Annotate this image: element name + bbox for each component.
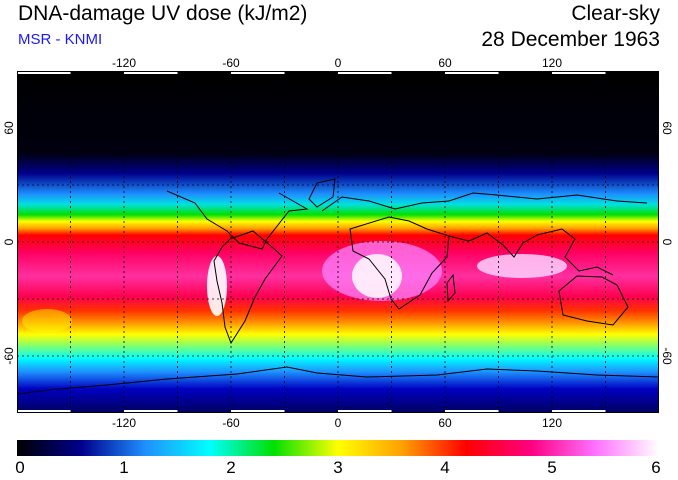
colorbar-tick-label: 4: [440, 458, 450, 477]
longitude-tick-bottom: 60: [438, 416, 452, 430]
latitude-tick-right: 0: [660, 238, 674, 246]
longitude-tick-top: 60: [438, 56, 452, 70]
europe-asia-coast: [321, 192, 648, 212]
longitude-tick-bottom: 0: [334, 416, 342, 430]
frame-scale-segment: [231, 410, 285, 413]
colorbar-tick-label: 6: [651, 458, 661, 477]
colorbar-tick-label: 2: [226, 458, 236, 477]
frame-scale-segment: [231, 71, 285, 74]
longitude-tick-top: 120: [541, 56, 563, 70]
madagascar-coast: [446, 273, 456, 303]
frame-scale-segment: [445, 410, 499, 413]
longitude-tick-bottom: 120: [541, 416, 563, 430]
latitude-tick-right: 60: [660, 121, 674, 135]
coastlines: [17, 178, 659, 395]
colorbar-tick-label: 0: [15, 458, 25, 477]
latitude-tick-left: -60: [2, 347, 16, 365]
high-dose-patches: [22, 241, 567, 333]
south-america-coast: [213, 230, 283, 345]
latitude-tick-left: 0: [2, 238, 16, 246]
latitude-tick-left: 60: [2, 121, 16, 135]
frame-scale-segment: [17, 410, 71, 413]
map-frame: [17, 71, 659, 413]
north-america-coast: [166, 190, 309, 250]
longitude-tick-top: -120: [111, 56, 137, 70]
frame-scale-segment: [338, 410, 392, 413]
longitude-tick-top: 0: [334, 56, 342, 70]
colorbar-tick-label: 1: [119, 458, 129, 477]
frame-scale-segment: [17, 71, 71, 74]
colorbar: [17, 440, 659, 456]
southeast-asia-coast: [536, 228, 614, 276]
frame-scale-segment: [124, 410, 178, 413]
greenland-coast: [308, 178, 336, 208]
longitude-tick-bottom: -60: [222, 416, 240, 430]
africa-coast: [349, 216, 450, 310]
colorbar-tick-label: 5: [547, 458, 557, 477]
sky-condition-label: Clear-sky: [571, 2, 660, 25]
frame-scale-segment: [552, 71, 606, 74]
antarctica-coast: [17, 366, 659, 395]
frame-scale-segment: [552, 410, 606, 413]
arabia-india-coast: [448, 232, 538, 258]
uv-dose-map: [17, 71, 659, 413]
longitude-tick-top: -60: [222, 56, 240, 70]
data-source-label: MSR - KNMI: [18, 31, 103, 48]
chart-title: DNA-damage UV dose (kJ/m2): [18, 2, 308, 25]
graticule: [17, 71, 659, 413]
frame-scale-segment: [445, 71, 499, 74]
longitude-tick-bottom: -120: [111, 416, 137, 430]
frame-scale-segment: [124, 71, 178, 74]
frame-scale-segment: [338, 71, 392, 74]
colorbar-gradient: [17, 440, 659, 456]
colorbar-tick-label: 3: [333, 458, 343, 477]
latitude-tick-right: -60: [660, 347, 674, 365]
date-label: 28 December 1963: [481, 28, 660, 51]
australia-coast: [558, 275, 629, 326]
